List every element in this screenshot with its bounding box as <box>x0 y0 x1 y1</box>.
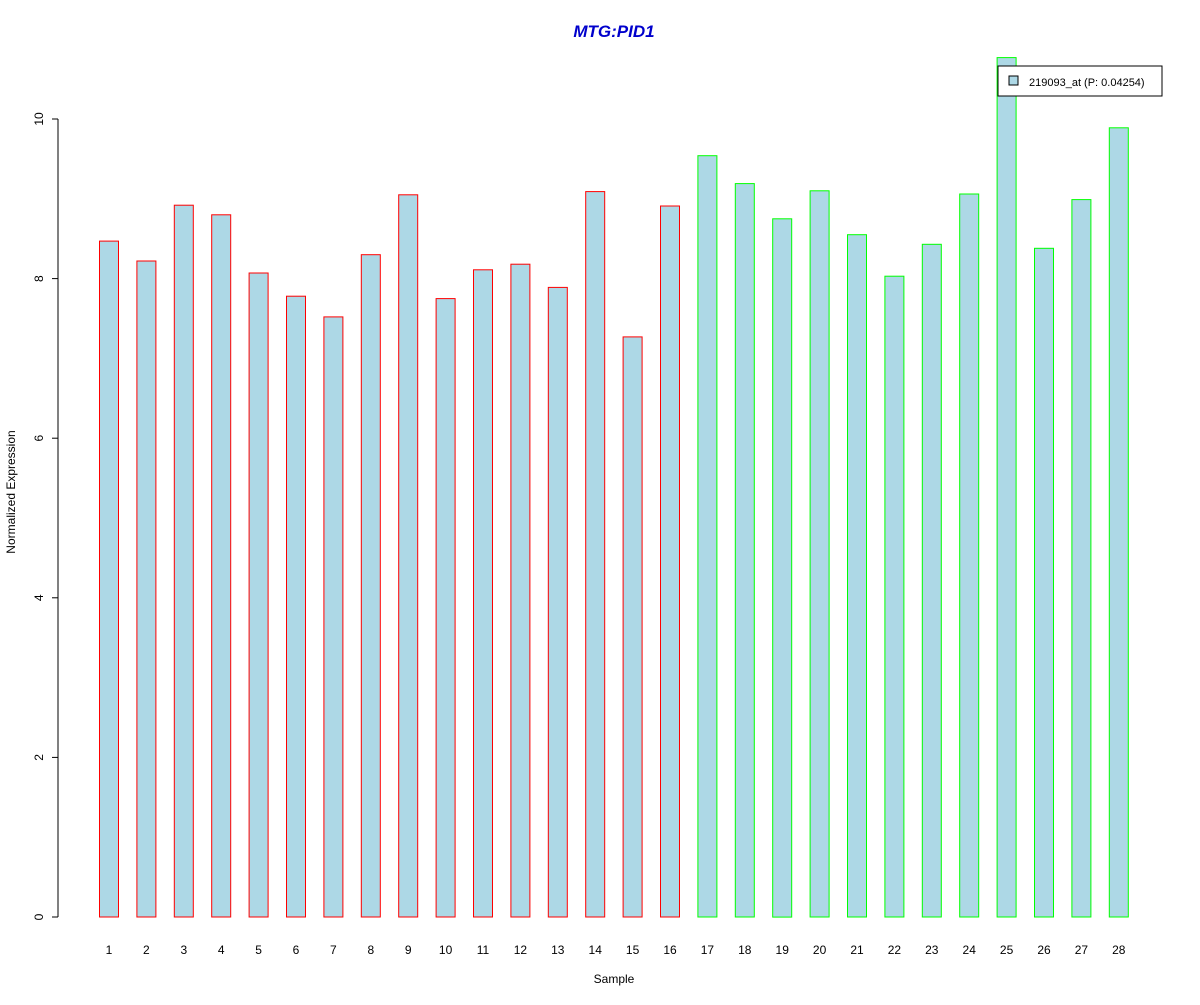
x-tick-label: 5 <box>255 943 262 957</box>
bar-sample-19 <box>772 218 793 918</box>
bar-sample-26 <box>1034 247 1054 918</box>
x-axis-title: Sample <box>594 972 635 986</box>
x-tick-label: 13 <box>551 943 565 957</box>
bar-sample-5 <box>248 272 269 918</box>
legend-swatch <box>1008 75 1019 86</box>
bar-sample-9 <box>398 194 419 918</box>
legend-label: 219093_at (P: 0.04254) <box>1029 77 1145 89</box>
bar-sample-17 <box>697 155 718 918</box>
x-tick-label: 1 <box>106 943 113 957</box>
x-tick-label: 28 <box>1112 943 1126 957</box>
bar-sample-27 <box>1071 199 1092 918</box>
bar-sample-7 <box>323 316 344 918</box>
x-tick-label: 24 <box>963 943 977 957</box>
chart-title: MTG:PID1 <box>573 22 654 41</box>
x-tick-label: 17 <box>701 943 715 957</box>
x-tick-label: 25 <box>1000 943 1014 957</box>
x-tick-label: 4 <box>218 943 225 957</box>
y-axis: 0 2 4 6 8 10 <box>32 112 59 920</box>
y-tick-label: 4 <box>32 594 46 601</box>
x-tick-label: 3 <box>180 943 187 957</box>
y-tick-label: 10 <box>32 112 46 126</box>
bar-sample-18 <box>734 183 755 918</box>
bar-sample-23 <box>921 243 942 918</box>
x-tick-label: 2 <box>143 943 150 957</box>
x-tick-label: 7 <box>330 943 337 957</box>
x-tick-labels: 1 2 3 4 5 6 7 8 9 10 11 12 13 14 15 16 17 18 19 20 21 22 23 24 2… <box>106 943 1126 957</box>
legend-box <box>997 65 1163 97</box>
bar-sample-28 <box>1108 127 1129 918</box>
bar-sample-3 <box>173 204 194 918</box>
y-axis-title: Normalized Expression <box>4 430 18 553</box>
x-tick-label: 26 <box>1037 943 1051 957</box>
bar-sample-20 <box>809 190 830 918</box>
x-tick-label: 27 <box>1075 943 1089 957</box>
bar-sample-14 <box>585 191 606 918</box>
x-tick-label: 16 <box>663 943 677 957</box>
bar-sample-24 <box>959 193 980 918</box>
x-tick-label: 20 <box>813 943 827 957</box>
x-tick-label: 6 <box>293 943 300 957</box>
x-tick-label: 14 <box>589 943 603 957</box>
y-tick-label: 8 <box>32 275 46 282</box>
x-tick-label: 23 <box>925 943 939 957</box>
x-tick-label: 22 <box>888 943 902 957</box>
bar-sample-21 <box>847 234 867 918</box>
x-tick-label: 21 <box>850 943 864 957</box>
bar-sample-1 <box>99 240 119 918</box>
x-tick-label: 15 <box>626 943 640 957</box>
x-tick-label: 12 <box>514 943 528 957</box>
bar-sample-10 <box>435 298 456 918</box>
bar-sample-8 <box>360 254 381 918</box>
x-tick-label: 11 <box>477 943 490 957</box>
bar-sample-6 <box>286 295 306 918</box>
x-tick-label: 9 <box>405 943 412 957</box>
bar-sample-12 <box>510 263 531 918</box>
bar-sample-22 <box>884 275 905 918</box>
bar-sample-11 <box>473 269 493 918</box>
bar-sample-25 <box>996 57 1017 918</box>
y-tick-label: 2 <box>32 754 46 761</box>
bar-sample-2 <box>136 260 157 918</box>
y-tick-label: 6 <box>32 435 46 442</box>
x-tick-label: 18 <box>738 943 752 957</box>
bar-sample-15 <box>622 336 643 918</box>
bar-sample-16 <box>660 205 680 918</box>
y-tick-label: 0 <box>32 913 46 920</box>
bar-sample-13 <box>547 286 568 918</box>
x-tick-label: 10 <box>439 943 453 957</box>
x-tick-label: 8 <box>367 943 374 957</box>
legend: 219093_at (P: 0.04254) <box>997 65 1163 97</box>
bar-sample-4 <box>211 214 232 918</box>
bars-group <box>99 57 1129 918</box>
x-tick-label: 19 <box>776 943 790 957</box>
